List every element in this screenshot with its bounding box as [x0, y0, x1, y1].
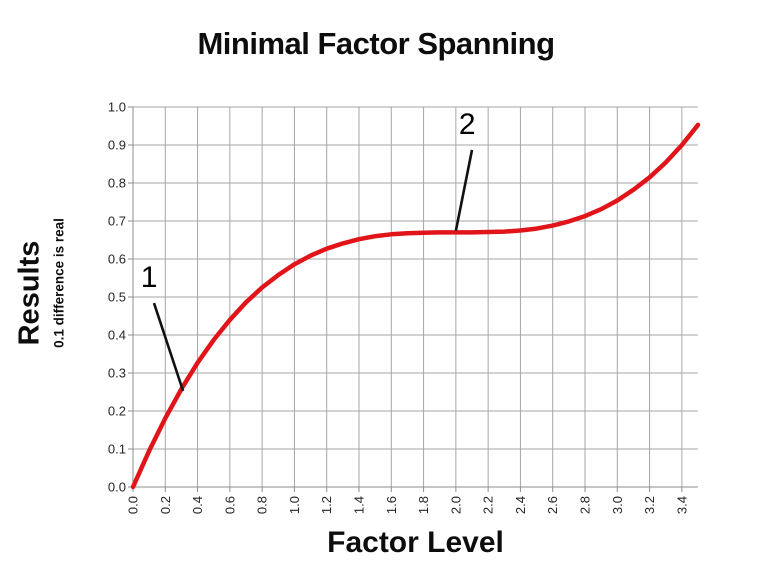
x-tick-label: 0.6	[222, 496, 237, 514]
x-tick-label: 0.0	[126, 496, 141, 514]
x-tick-label: 3.0	[610, 496, 625, 514]
y-tick-label: 0.1	[108, 442, 126, 457]
gridlines	[133, 106, 698, 487]
x-tick-label: 3.4	[674, 496, 689, 514]
y-tick-label: 0.9	[108, 138, 126, 153]
y-tick-label: 0.7	[108, 214, 126, 229]
x-tick-label: 0.2	[158, 496, 173, 514]
axes	[128, 106, 698, 492]
x-tick-label: 0.4	[190, 496, 205, 514]
x-tick-label: 2.4	[513, 496, 528, 514]
annotation-1-label: 1	[140, 261, 158, 294]
y-tick-label: 1.0	[108, 100, 126, 115]
annotation-leader-line	[152, 302, 185, 392]
y-tick-label: 0.5	[108, 290, 126, 305]
x-tick-label: 2.8	[578, 496, 593, 514]
y-tick-label: 0.6	[108, 252, 126, 267]
y-tick-label: 0.0	[108, 480, 126, 495]
annotation-2-label: 2	[458, 107, 476, 141]
x-tick-label: 2.2	[481, 496, 496, 514]
x-tick-label: 1.6	[384, 496, 399, 514]
x-tick-label: 2.6	[545, 496, 560, 514]
x-tick-label: 1.4	[352, 496, 367, 514]
y-tick-label: 0.2	[108, 404, 126, 419]
annotation-leader-line	[454, 149, 474, 232]
y-axis-label: Results	[13, 240, 46, 346]
data-curve	[130, 122, 701, 490]
y-tick-label: 0.8	[108, 176, 126, 191]
x-tick-label: 2.0	[448, 496, 463, 514]
x-tick-label: 1.8	[416, 496, 431, 514]
chart-title: Minimal Factor Spanning	[197, 26, 555, 61]
y-axis-subnote: 0.1 difference is real	[51, 218, 67, 348]
x-axis-label: Factor Level	[327, 526, 504, 559]
x-tick-label: 0.8	[255, 496, 270, 514]
x-tick-label: 1.0	[287, 496, 302, 514]
x-tick-label: 1.2	[319, 496, 334, 514]
x-tick-label: 3.2	[642, 496, 657, 514]
y-tick-label: 0.3	[108, 366, 126, 381]
y-tick-label: 0.4	[108, 328, 126, 343]
